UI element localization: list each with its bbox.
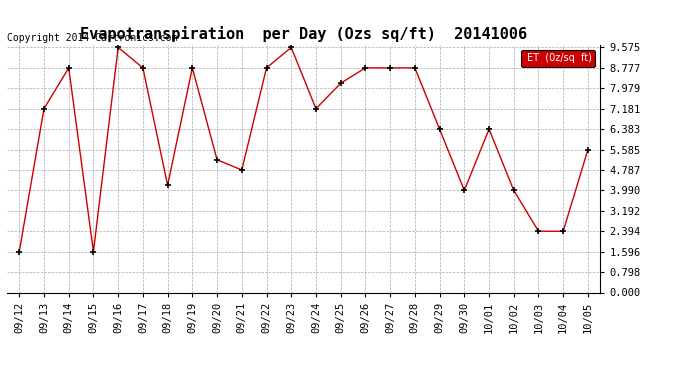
Legend: ET  (0z/sq  ft): ET (0z/sq ft): [521, 50, 595, 67]
Title: Evapotranspiration  per Day (Ozs sq/ft)  20141006: Evapotranspiration per Day (Ozs sq/ft) 2…: [80, 27, 527, 42]
Text: Copyright 2014 Cartronics.com: Copyright 2014 Cartronics.com: [7, 33, 177, 42]
